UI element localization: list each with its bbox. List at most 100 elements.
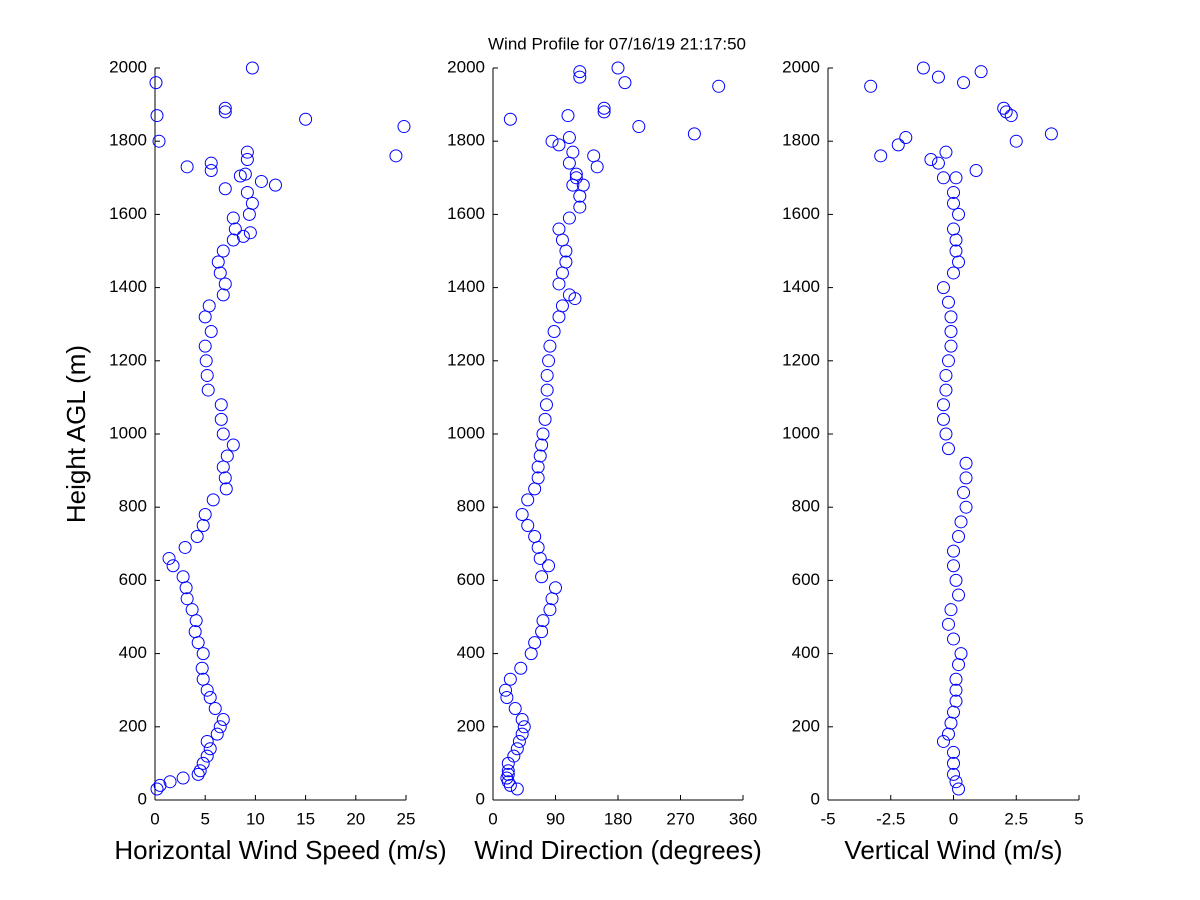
point — [562, 211, 576, 225]
y-tick-label: 600 — [119, 570, 147, 589]
x-tick-label: -2.5 — [876, 809, 905, 828]
x-tick-label: 25 — [397, 809, 416, 828]
point — [202, 299, 216, 313]
point — [507, 749, 521, 763]
y-tick-label: 2000 — [447, 57, 485, 76]
point — [552, 222, 566, 236]
point — [568, 292, 582, 306]
point — [503, 672, 517, 686]
point — [632, 120, 646, 134]
y-axis-label: Height AGL (m) — [61, 345, 91, 523]
point — [952, 529, 966, 543]
point — [245, 61, 259, 75]
point — [957, 76, 971, 90]
point — [597, 101, 611, 115]
point — [941, 295, 955, 309]
point — [397, 120, 411, 134]
point — [947, 266, 960, 280]
y-tick-label: 0 — [138, 789, 147, 808]
point — [517, 720, 531, 734]
point — [936, 281, 950, 295]
point — [952, 782, 966, 796]
point — [508, 702, 522, 715]
x-axis-label: Horizontal Wind Speed (m/s) — [114, 835, 446, 865]
point — [949, 683, 963, 697]
point — [540, 383, 554, 397]
y-tick-label: 1000 — [109, 423, 147, 442]
point — [200, 734, 214, 748]
point — [899, 131, 913, 145]
point — [515, 727, 529, 741]
point — [559, 255, 573, 269]
point — [199, 354, 213, 368]
x-tick-label: 360 — [729, 809, 757, 828]
point — [555, 299, 569, 313]
point — [178, 540, 192, 554]
point — [531, 471, 545, 485]
point — [216, 427, 230, 441]
x-tick-label: 0 — [150, 809, 159, 828]
point — [240, 153, 254, 166]
point — [941, 617, 955, 631]
point — [573, 70, 587, 84]
point — [521, 493, 535, 507]
point — [180, 160, 194, 174]
point — [204, 163, 218, 177]
point — [952, 207, 966, 221]
point — [542, 354, 556, 368]
point — [959, 456, 973, 470]
point — [185, 603, 199, 617]
point — [203, 742, 217, 756]
point — [939, 383, 953, 397]
point — [515, 508, 529, 522]
point — [997, 101, 1011, 115]
point — [238, 167, 252, 181]
point — [941, 354, 955, 368]
point — [245, 196, 259, 210]
point — [573, 200, 587, 214]
point — [947, 745, 960, 759]
point — [566, 145, 580, 159]
point — [162, 551, 176, 565]
point — [213, 266, 227, 280]
y-tick-label: 600 — [792, 570, 820, 589]
point — [536, 427, 550, 441]
y-tick-label: 200 — [457, 716, 485, 735]
point — [547, 325, 561, 339]
point — [531, 460, 545, 474]
y-tick-label: 1800 — [782, 131, 820, 150]
y-tick-label: 1400 — [447, 277, 485, 296]
point — [152, 134, 166, 148]
point — [939, 368, 953, 382]
x-tick-label: 2.5 — [1004, 809, 1028, 828]
y-tick-label: 600 — [457, 570, 485, 589]
y-tick-label: 400 — [119, 643, 147, 662]
point — [576, 178, 590, 192]
point — [924, 153, 938, 166]
x-tick-label: 90 — [546, 809, 565, 828]
point — [216, 288, 230, 302]
point — [947, 756, 960, 770]
point — [540, 368, 554, 382]
point — [944, 310, 958, 324]
y-tick-label: 800 — [457, 497, 485, 516]
point — [545, 134, 559, 148]
point — [176, 570, 190, 584]
x-tick-label: 0 — [949, 809, 958, 828]
point — [952, 588, 966, 602]
point — [947, 544, 960, 558]
point — [510, 782, 524, 796]
point — [200, 749, 214, 763]
point — [521, 519, 535, 532]
point — [193, 764, 207, 778]
y-tick-label: 1200 — [447, 350, 485, 369]
point — [208, 702, 222, 715]
x-tick-label: 270 — [666, 809, 694, 828]
y-tick-label: 800 — [119, 497, 147, 516]
point — [959, 471, 973, 485]
point — [196, 672, 210, 686]
point — [219, 482, 233, 496]
point — [213, 720, 227, 734]
y-tick-label: 1200 — [109, 350, 147, 369]
point — [712, 79, 726, 93]
